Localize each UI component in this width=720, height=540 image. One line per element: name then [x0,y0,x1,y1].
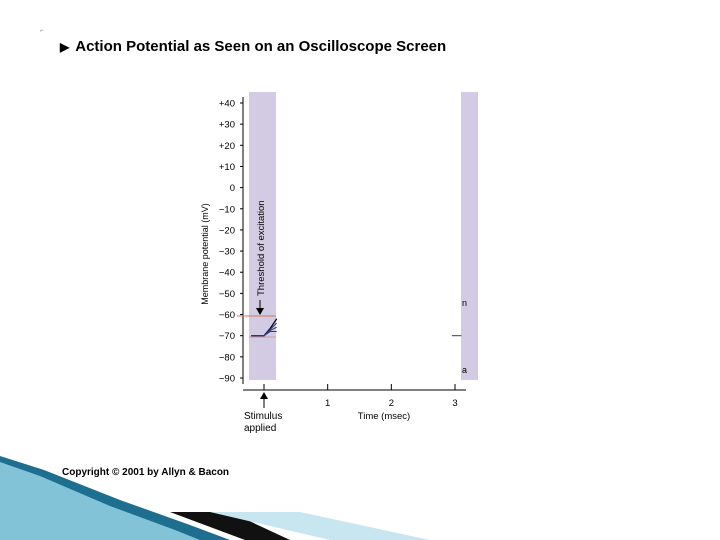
slide-title-text: Action Potential as Seen on an Oscillosc… [75,38,447,55]
bottom-band-black [170,512,290,540]
stimulus-arrowhead [260,392,268,399]
cropped-letter-a: a [462,365,467,375]
trace-line [251,330,277,337]
x-axis-ticks: 1 2 3 [263,384,458,409]
shaded-region-right [461,92,478,380]
stimulus-label-line2: applied [244,423,277,434]
bullet-icon: ▶ [60,40,70,54]
threshold-arrowhead [256,308,264,315]
x-tick-label: 3 [452,398,457,409]
copyright-notice: Copyright © 2001 by Allyn & Bacon [62,467,230,478]
cropped-letter-n: n [462,298,467,308]
y-tick-label: −30 [219,247,235,258]
y-tick-label: +40 [219,99,235,110]
y-axis-ticks: +40 +30 +20 +10 0 −10 −20 −30 −40 −50 −60 −70 −80 −90 [219,99,243,385]
stimulus-label-line1: Stimulus [244,411,283,422]
y-tick-label: −20 [219,225,235,236]
traces [251,318,462,337]
y-tick-label: +20 [219,141,235,152]
corner-mark: ⌐ [40,28,44,34]
y-tick-label: −40 [219,268,235,279]
y-tick-label: −70 [219,331,235,342]
stimulus-label: Stimulus applied [244,411,304,435]
y-tick-label: −50 [219,289,235,300]
y-tick-label: −80 [219,352,235,363]
y-tick-label: +10 [219,162,235,173]
slide-title: ▶ Action Potential as Seen on an Oscillos… [60,38,446,55]
y-tick-label: −60 [219,310,235,321]
y-tick-label: −10 [219,204,235,215]
y-tick-label: +30 [219,120,235,131]
y-tick-label: −90 [219,374,235,385]
y-axis-label: Membrane potential (mV) [200,203,210,305]
x-axis-label: Time (msec) [358,411,410,422]
x-tick-label: 2 [389,398,394,409]
shaded-region-left [249,92,276,380]
bottom-band-light [0,462,200,540]
x-tick-label: 1 [325,398,330,409]
bottom-band-pale [210,512,430,540]
threshold-label: Threshold of excitation [256,200,267,296]
y-tick-label: 0 [230,183,235,194]
